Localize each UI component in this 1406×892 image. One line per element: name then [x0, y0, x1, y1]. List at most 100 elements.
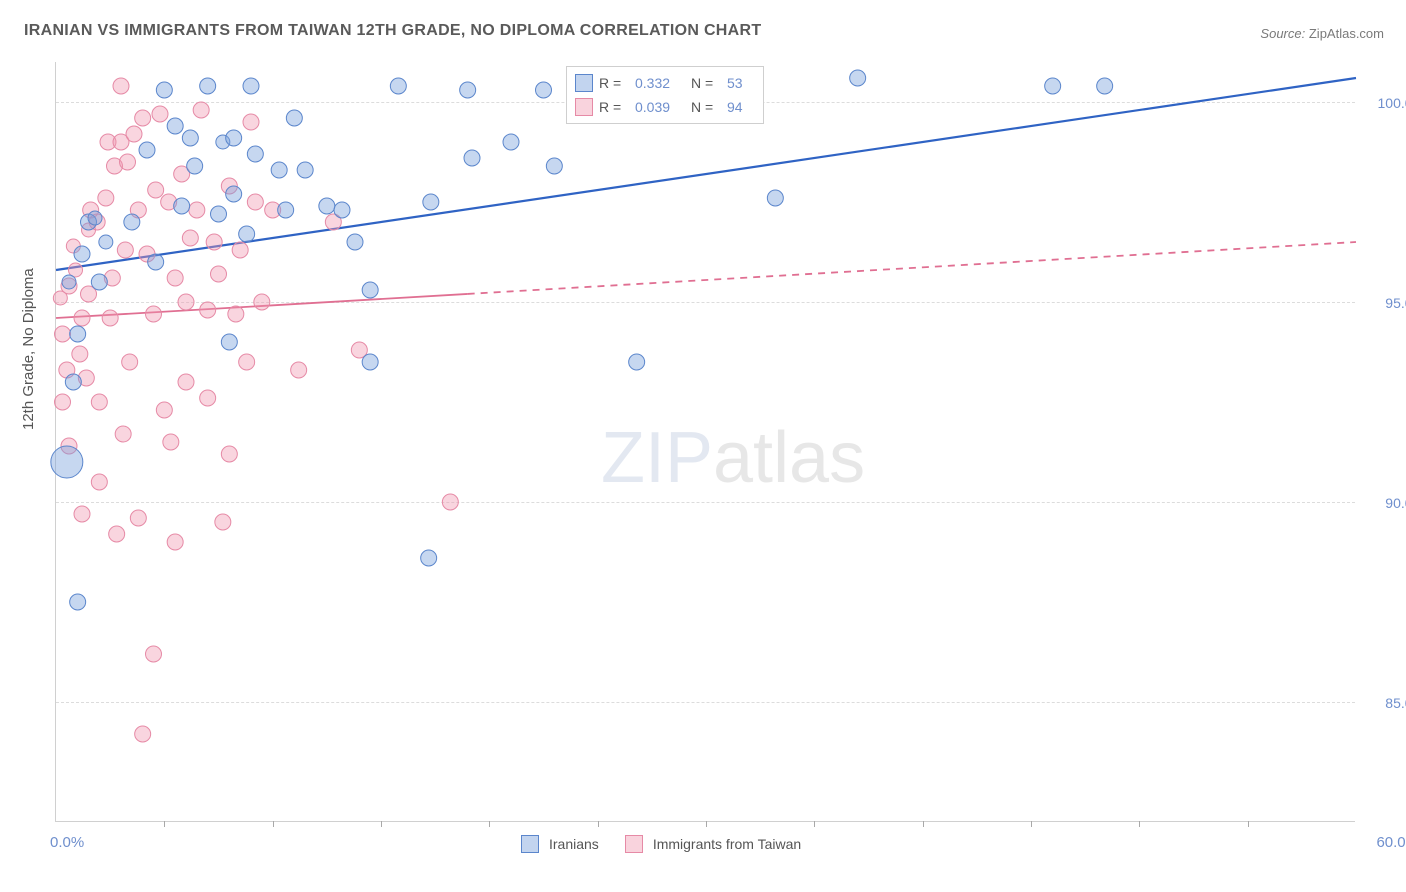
- x-tick: [381, 821, 382, 827]
- point-blue: [247, 146, 263, 162]
- x-tick: [489, 821, 490, 827]
- point-pink: [200, 302, 216, 318]
- point-pink: [206, 234, 222, 250]
- source-site: ZipAtlas.com: [1309, 26, 1384, 41]
- x-tick: [923, 821, 924, 827]
- point-pink: [72, 346, 88, 362]
- point-blue: [271, 162, 287, 178]
- point-blue: [297, 162, 313, 178]
- scatter-svg: [56, 62, 1355, 821]
- point-pink: [254, 294, 270, 310]
- point-pink: [146, 306, 162, 322]
- point-pink: [74, 506, 90, 522]
- point-blue: [243, 78, 259, 94]
- point-blue: [211, 206, 227, 222]
- point-pink: [117, 242, 133, 258]
- point-blue: [226, 130, 242, 146]
- point-blue: [148, 254, 164, 270]
- point-pink: [146, 646, 162, 662]
- legend-swatch-blue: [521, 835, 539, 853]
- y-tick-label: 100.0%: [1365, 95, 1406, 111]
- point-blue: [278, 202, 294, 218]
- y-tick-label: 95.0%: [1365, 295, 1406, 311]
- source-label: Source:: [1260, 26, 1305, 41]
- r-value: 0.332: [635, 75, 685, 91]
- chart-title: IRANIAN VS IMMIGRANTS FROM TAIWAN 12TH G…: [24, 22, 761, 40]
- point-pink: [135, 726, 151, 742]
- point-pink: [152, 106, 168, 122]
- point-pink: [178, 374, 194, 390]
- point-blue: [139, 142, 155, 158]
- point-blue: [319, 198, 335, 214]
- legend-stats-row-1: R = 0.332 N = 53: [575, 71, 753, 95]
- point-blue: [767, 190, 783, 206]
- point-blue: [156, 82, 172, 98]
- plot-area: ZIPatlas 85.0%90.0%95.0%100.0% R = 0.332…: [55, 62, 1355, 822]
- point-pink: [221, 446, 237, 462]
- point-pink: [135, 110, 151, 126]
- point-pink: [228, 306, 244, 322]
- point-pink: [215, 514, 231, 530]
- n-label: N =: [691, 99, 721, 115]
- legend-swatch-blue: [575, 74, 593, 92]
- n-value: 94: [727, 99, 753, 115]
- point-pink: [156, 402, 172, 418]
- legend-series: Iranians Immigrants from Taiwan: [521, 835, 801, 853]
- point-pink: [115, 426, 131, 442]
- point-blue: [74, 246, 90, 262]
- point-blue: [187, 158, 203, 174]
- x-tick: [598, 821, 599, 827]
- point-blue: [174, 198, 190, 214]
- r-label: R =: [599, 99, 629, 115]
- point-blue: [88, 211, 102, 225]
- legend-label: Iranians: [549, 836, 599, 852]
- point-blue: [334, 202, 350, 218]
- x-tick: [814, 821, 815, 827]
- source-attribution: Source: ZipAtlas.com: [1260, 26, 1384, 41]
- point-blue: [226, 186, 242, 202]
- point-blue: [286, 110, 302, 126]
- point-blue: [91, 274, 107, 290]
- legend-label: Immigrants from Taiwan: [653, 836, 801, 852]
- point-blue: [536, 82, 552, 98]
- point-blue: [124, 214, 140, 230]
- point-pink: [55, 394, 71, 410]
- point-blue: [70, 326, 86, 342]
- x-tick: [1031, 821, 1032, 827]
- point-blue: [423, 194, 439, 210]
- point-pink: [243, 114, 259, 130]
- point-pink: [167, 534, 183, 550]
- point-pink: [91, 394, 107, 410]
- trend-line-dashed-pink: [468, 242, 1356, 294]
- point-pink: [120, 154, 136, 170]
- x-tick: [164, 821, 165, 827]
- point-blue: [70, 594, 86, 610]
- y-tick-label: 90.0%: [1365, 495, 1406, 511]
- point-blue: [464, 150, 480, 166]
- point-blue: [65, 374, 81, 390]
- legend-swatch-pink: [575, 98, 593, 116]
- legend-stats-row-2: R = 0.039 N = 94: [575, 95, 753, 119]
- y-axis-label: 12th Grade, No Diploma: [20, 268, 37, 430]
- point-blue: [460, 82, 476, 98]
- point-pink: [193, 102, 209, 118]
- point-pink: [247, 194, 263, 210]
- legend-stats: R = 0.332 N = 53 R = 0.039 N = 94: [566, 66, 764, 124]
- point-pink: [232, 242, 248, 258]
- point-blue: [390, 78, 406, 94]
- point-pink: [163, 434, 179, 450]
- point-blue: [850, 70, 866, 86]
- point-blue: [221, 334, 237, 350]
- point-blue: [62, 275, 76, 289]
- point-blue: [200, 78, 216, 94]
- point-blue: [421, 550, 437, 566]
- point-pink: [189, 202, 205, 218]
- point-pink: [178, 294, 194, 310]
- point-blue: [629, 354, 645, 370]
- point-pink: [102, 310, 118, 326]
- point-pink: [109, 526, 125, 542]
- point-blue: [362, 354, 378, 370]
- n-label: N =: [691, 75, 721, 91]
- r-value: 0.039: [635, 99, 685, 115]
- point-blue: [51, 446, 83, 478]
